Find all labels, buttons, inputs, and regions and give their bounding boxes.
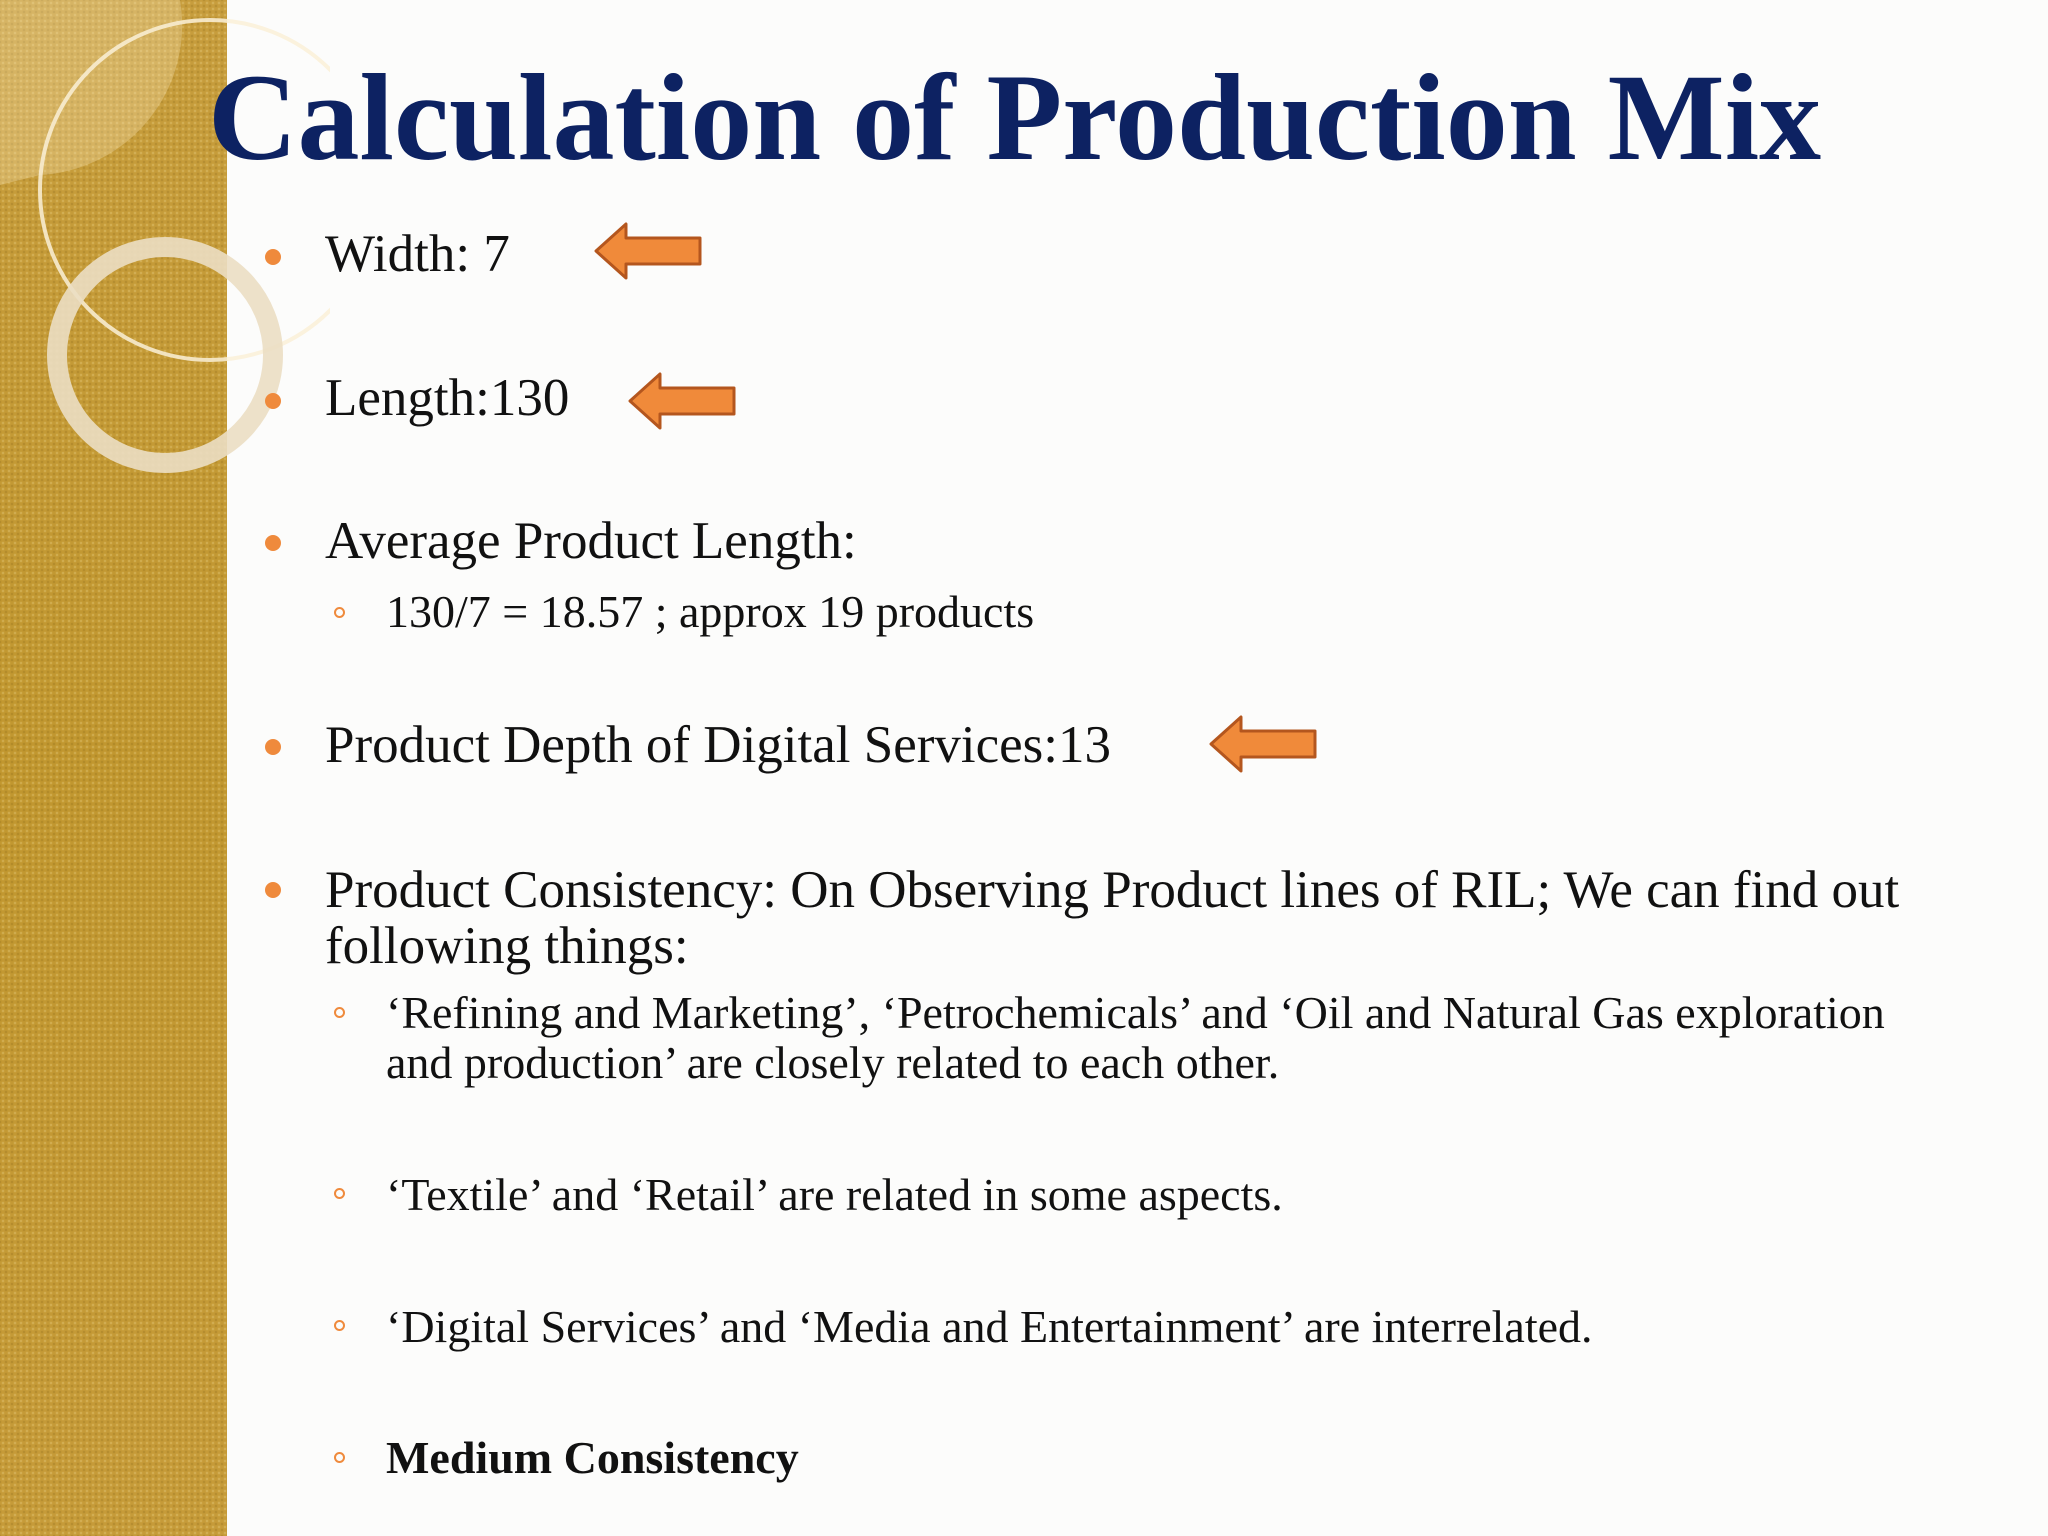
sub-bullet-icon (334, 1007, 345, 1018)
bullet-icon (265, 882, 281, 898)
left-arrow-icon (628, 372, 736, 430)
left-arrow-icon (594, 222, 702, 280)
bullet-product-depth: Product Depth of Digital Services:13 (325, 716, 1112, 774)
bullet-icon (265, 249, 281, 265)
sub-bullet-icon (334, 1320, 345, 1331)
left-arrow-icon (1209, 715, 1317, 773)
sub-bullet-icon (334, 607, 345, 618)
bullet-length: Length:130 (325, 369, 570, 427)
bullet-product-consistency: Product Consistency: On Observing Produc… (325, 861, 1900, 975)
slide-title: Calculation of Production Mix (208, 49, 1822, 186)
bullet-average-product-length: Average Product Length: (325, 512, 857, 570)
decorative-rings (0, 0, 330, 473)
bullet-icon (265, 393, 281, 409)
sub-bullet-digital-media: ‘Digital Services’ and ‘Media and Entert… (386, 1301, 1593, 1352)
sub-bullet-refining-petrochemicals: ‘Refining and Marketing’, ‘Petrochemical… (386, 987, 1885, 1088)
sub-bullet-textile-retail: ‘Textile’ and ‘Retail’ are related in so… (386, 1169, 1283, 1220)
sub-bullet-icon (334, 1188, 345, 1199)
bullet-icon (265, 739, 281, 755)
sub-bullet-icon (334, 1452, 345, 1463)
sub-bullet-average-calc: 130/7 = 18.57 ; approx 19 products (386, 586, 1035, 637)
bullet-width: Width: 7 (325, 225, 510, 283)
sub-bullet-medium-consistency: Medium Consistency (386, 1432, 799, 1483)
bullet-icon (265, 535, 281, 551)
